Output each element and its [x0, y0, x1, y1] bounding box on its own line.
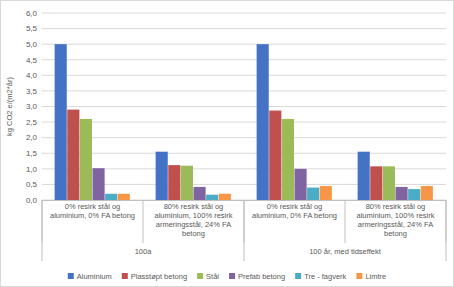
bar — [257, 44, 269, 200]
group-label: 100a — [135, 247, 153, 256]
legend-swatch — [356, 273, 362, 279]
y-tick-label: 4,5 — [26, 56, 38, 65]
grid-line — [42, 122, 446, 123]
bar — [383, 166, 395, 200]
y-tick-label: 0,0 — [26, 196, 38, 205]
bar — [421, 186, 433, 200]
y-tick-label: 6,0 — [26, 9, 38, 18]
legend-label: Aluminium — [77, 272, 112, 281]
bar — [206, 195, 218, 200]
bar — [55, 44, 67, 200]
grid-line — [42, 28, 446, 29]
bar — [93, 168, 105, 200]
bar — [80, 119, 92, 200]
bar — [156, 152, 168, 200]
y-tick-label: 3,5 — [26, 87, 38, 96]
y-tick-label: 3,0 — [26, 102, 38, 111]
legend-label: Limtre — [365, 272, 386, 281]
bar — [295, 169, 307, 200]
grid-line — [42, 137, 446, 138]
legend-label: Plasstøpt betong — [131, 272, 187, 281]
group-label: 100 år, med tidseffekt — [309, 247, 381, 256]
bar — [181, 166, 193, 200]
legend-swatch — [68, 273, 74, 279]
group-separator — [446, 200, 447, 261]
y-tick-label: 5,5 — [26, 24, 38, 33]
legend-swatch — [295, 273, 301, 279]
bar — [194, 187, 206, 200]
y-tick-label: 1,0 — [26, 165, 38, 174]
legend-swatch — [122, 273, 128, 279]
bar — [269, 111, 281, 200]
grid-line — [42, 13, 446, 14]
grid — [42, 13, 446, 200]
y-tick-label: 0,5 — [26, 180, 38, 189]
bars — [55, 44, 433, 200]
bar — [358, 152, 370, 200]
legend-label: Stål — [206, 272, 219, 281]
bar — [396, 187, 408, 200]
bar — [307, 188, 319, 200]
bar — [370, 166, 382, 200]
legend-label: Tre - fagverk — [304, 272, 346, 281]
x-tick-label: 0% resirk stål ogaluminium, 0% FA betong — [50, 202, 135, 220]
grid-line — [42, 90, 446, 91]
x-tick-label: 80% resirk stål ogaluminium, 100% resirk… — [155, 202, 233, 238]
legend: Aluminium Plasstøpt betong Stål Prefab beto… — [68, 272, 386, 281]
bar — [118, 194, 130, 200]
grid-line — [42, 59, 446, 60]
grid-line — [42, 106, 446, 107]
group-separator — [42, 200, 43, 261]
y-tick-label: 2,0 — [26, 133, 38, 142]
chart-frame — [1, 1, 454, 287]
bar — [408, 189, 420, 200]
x-tick-label: 0% resirk stål ogaluminium, 0% FA betong — [252, 202, 337, 220]
legend-swatch — [197, 273, 203, 279]
group-separator — [244, 200, 245, 261]
category-separator — [345, 200, 346, 243]
category-separator — [143, 200, 144, 243]
y-tick-label: 2,5 — [26, 118, 38, 127]
legend-label: Prefab betong — [238, 272, 285, 281]
x-tick-label: 80% resirk stål ogaluminium, 100% resirk… — [357, 202, 435, 238]
bar — [219, 194, 231, 200]
bar — [320, 186, 332, 200]
bar — [67, 110, 79, 200]
y-axis-label: kg CO2 e/(m2*år) — [5, 77, 14, 136]
bar — [282, 119, 294, 200]
bar — [168, 165, 180, 200]
y-tick-label: 4,0 — [26, 71, 38, 80]
grid-line — [42, 153, 446, 154]
chart: 0,0 0,5 1,0 1,5 2,0 2,5 3,0 3,5 4,0 4,5 5,0 5,5 6,0 k… — [0, 0, 454, 287]
grid-line — [42, 44, 446, 45]
grid-line — [42, 75, 446, 76]
y-tick-label: 5,0 — [26, 40, 38, 49]
legend-swatch — [229, 273, 235, 279]
y-tick-label: 1,5 — [26, 149, 38, 158]
bar — [105, 194, 117, 200]
